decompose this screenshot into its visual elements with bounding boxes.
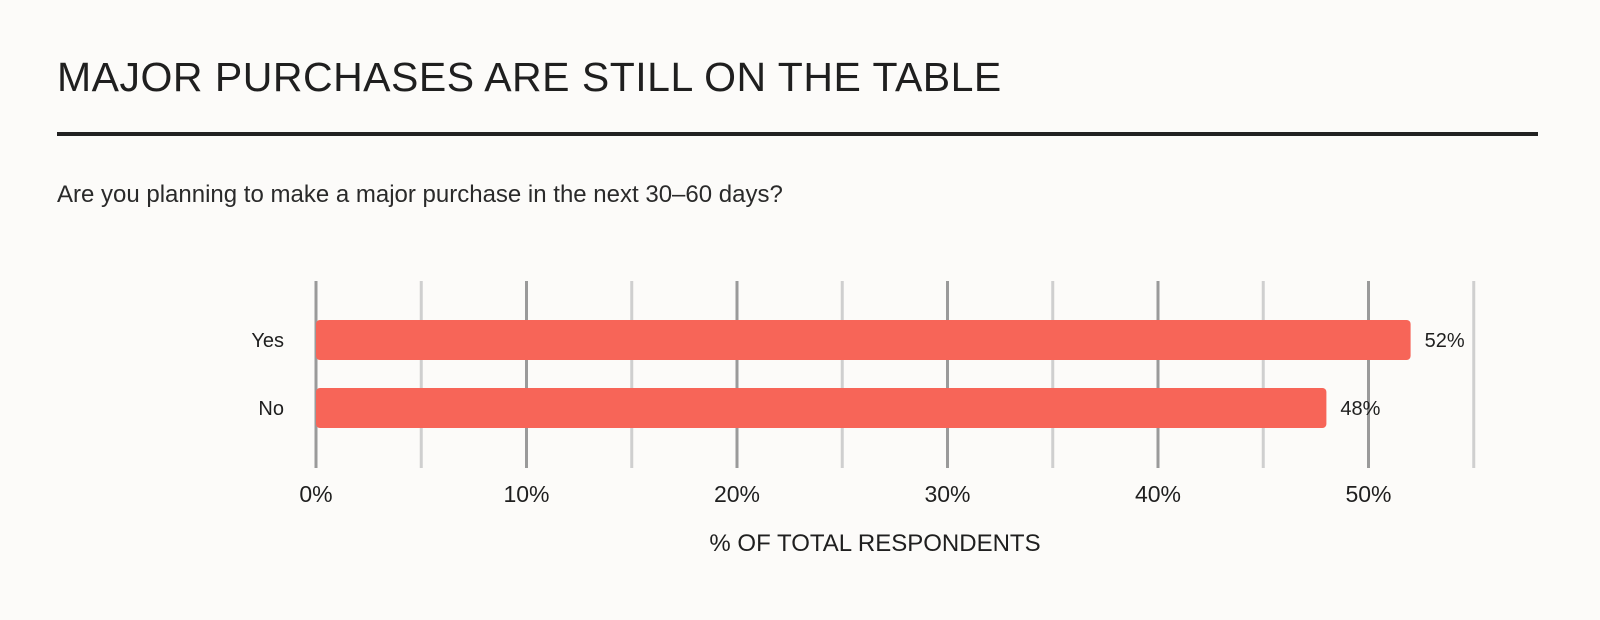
x-tick-label: 50% [1345,481,1391,507]
x-axis-label: % OF TOTAL RESPONDENTS [709,530,1040,557]
data-labels: 52% 48% [1340,330,1464,420]
x-tick-label: 20% [714,481,760,507]
x-tick-label: 10% [503,481,549,507]
category-label: Yes [251,330,284,352]
category-label: No [258,398,284,420]
data-label: 48% [1340,398,1380,420]
x-tick-label: 40% [1135,481,1181,507]
x-tick-labels: 0% 10% 20% 30% 40% 50% [299,481,1391,507]
category-labels: Yes No [251,330,284,420]
bar-no [316,388,1327,428]
title-divider [57,132,1538,136]
gridlines [314,281,1476,468]
x-tick-label: 30% [924,481,970,507]
x-tick-label: 0% [299,481,332,507]
bar-yes [316,320,1411,360]
chart-title: MAJOR PURCHASES ARE STILL ON THE TABLE [57,54,1002,100]
bars [316,320,1411,428]
chart-subtitle: Are you planning to make a major purchas… [57,181,783,208]
data-label: 52% [1425,330,1465,352]
